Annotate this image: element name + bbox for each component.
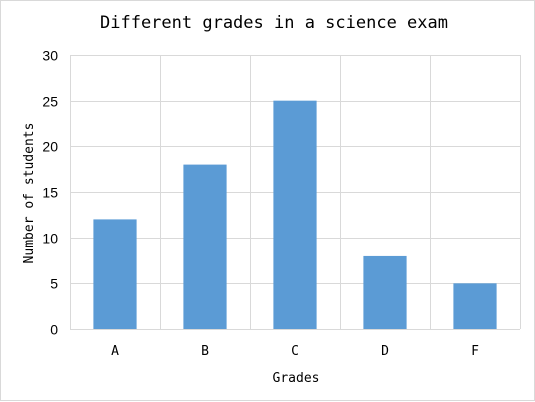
bar-d [363, 255, 407, 329]
bar-b [183, 164, 227, 329]
y-axis-label: Number of students [22, 123, 37, 264]
bar-c [273, 100, 317, 330]
y-tick-label: 15 [42, 185, 58, 201]
x-tick-label: D [381, 344, 389, 359]
y-tick-label: 30 [42, 48, 58, 64]
x-axis-label: Grades [273, 371, 320, 386]
chart-title: Different grades in a science exam [100, 13, 448, 33]
bars [93, 100, 497, 330]
x-tick-label: B [201, 344, 209, 359]
y-tick-label: 20 [42, 139, 58, 155]
y-tick-label: 5 [50, 276, 58, 292]
y-tick-labels: 0 5 10 15 20 25 30 [42, 48, 58, 338]
x-tick-label: F [471, 344, 479, 359]
y-tick-label: 10 [42, 231, 58, 247]
x-tick-label: C [291, 344, 299, 359]
bar-f [453, 283, 497, 329]
bar-a [93, 219, 137, 329]
y-tick-label: 25 [42, 94, 58, 110]
x-tick-label: A [111, 344, 119, 359]
y-tick-label: 0 [50, 322, 58, 338]
